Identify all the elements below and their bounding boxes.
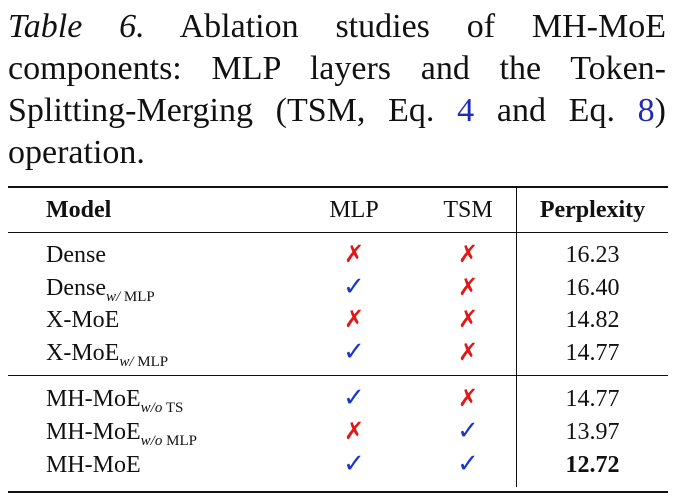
model-name: Dense (46, 242, 106, 268)
cell-mlp: ✓ (288, 448, 420, 481)
model-name: X-MoE (46, 339, 120, 366)
check-icon: ✓ (343, 272, 365, 301)
table-row: Densew/ MLP ✓ ✗ 16.40 (8, 271, 668, 304)
cell-perplexity: 14.77 (565, 385, 620, 412)
table-row: MH-MoEw/o MLP ✗ ✓ 13.97 (8, 415, 668, 448)
equation-ref-link-8[interactable]: 8 (637, 92, 655, 129)
model-name: MH-MoE (46, 451, 141, 478)
bottom-rule (8, 491, 668, 493)
cell-perplexity: 12.72 (565, 451, 620, 478)
cell-tsm: ✗ (420, 304, 517, 336)
cell-model: MH-MoEw/o TS (8, 382, 288, 416)
ablation-table: Model MLP TSM Perplexity Dense ✗ ✗ 16.23 Den… (8, 186, 668, 493)
equation-ref-link-4[interactable]: 4 (457, 92, 475, 129)
cell-model: X-MoEw/ MLP (8, 336, 288, 370)
cell-model: MH-MoE (8, 448, 288, 481)
model-name: Dense (46, 274, 106, 301)
cross-icon: ✗ (457, 242, 479, 268)
cross-icon: ✗ (457, 307, 479, 333)
check-icon: ✓ (457, 449, 479, 478)
caption-label: Table 6. (8, 8, 145, 45)
cell-perplexity: 13.97 (565, 418, 620, 445)
cell-mlp: ✓ (288, 382, 420, 415)
subscript-italic: w/o (140, 432, 163, 449)
table-row: X-MoEw/ MLP ✓ ✗ 14.77 (8, 336, 668, 369)
cross-icon: ✗ (343, 242, 365, 268)
header-row: Model MLP TSM Perplexity (8, 188, 668, 232)
group-1-table: Dense ✗ ✗ 16.23 Densew/ MLP ✓ ✗ 16.40 X-MoE ✗ ✗ 14.… (8, 233, 668, 375)
caption-text-2: and Eq. (474, 92, 638, 129)
cell-perplexity: 16.40 (565, 274, 620, 301)
subscript-rest: MLP (133, 353, 169, 370)
cell-model: Dense (8, 239, 288, 271)
check-icon: ✓ (343, 449, 365, 478)
cell-mlp: ✓ (288, 336, 420, 369)
model-subscript: w/ MLP (106, 289, 155, 305)
caption-text-3: ) operation. (8, 92, 666, 171)
subscript-rest: MLP (120, 288, 155, 305)
model-name: MH-MoE (46, 418, 141, 445)
header-mlp: MLP (329, 197, 379, 223)
subscript-italic: w/o (140, 399, 163, 416)
header-model: Model (46, 197, 112, 223)
model-subscript: w/o TS (141, 400, 184, 416)
header-perplexity: Perplexity (539, 197, 646, 223)
caption-text-1: Ablation studies of MH-MoE components: M… (8, 8, 667, 129)
cross-icon: ✗ (457, 385, 479, 412)
header-rule (8, 232, 668, 233)
subscript-rest: TS (162, 399, 184, 416)
check-icon: ✓ (343, 383, 365, 412)
results-table: Model MLP TSM Perplexity (8, 188, 668, 232)
header-tsm: TSM (420, 188, 517, 232)
cell-tsm: ✗ (420, 239, 517, 271)
cell-mlp: ✗ (288, 415, 420, 448)
check-icon: ✓ (457, 416, 479, 445)
table-row: MH-MoEw/o TS ✓ ✗ 14.77 (8, 382, 668, 415)
cross-icon: ✗ (457, 339, 479, 366)
cross-icon: ✗ (343, 307, 365, 333)
cell-model: Densew/ MLP (8, 271, 288, 305)
top-rule (8, 186, 668, 188)
model-subscript: w/o MLP (141, 433, 197, 449)
subscript-italic: w/ (105, 288, 121, 305)
cell-model: MH-MoEw/o MLP (8, 415, 288, 449)
cell-tsm: ✗ (420, 271, 517, 304)
cross-icon: ✗ (343, 418, 365, 445)
cell-perplexity: 16.23 (565, 242, 620, 268)
cell-tsm: ✓ (420, 415, 517, 448)
table-row: X-MoE ✗ ✗ 14.82 (8, 304, 668, 336)
model-name: MH-MoE (46, 385, 141, 412)
table-row: MH-MoE ✓ ✓ 12.72 (8, 448, 668, 481)
subscript-rest: MLP (162, 432, 197, 449)
group-rule (8, 375, 668, 376)
cell-perplexity: 14.77 (565, 339, 620, 366)
model-subscript: w/ MLP (119, 354, 168, 370)
table-row: Dense ✗ ✗ 16.23 (8, 239, 668, 271)
model-name: X-MoE (46, 307, 120, 333)
cell-tsm: ✗ (420, 382, 517, 415)
cell-model: X-MoE (8, 304, 288, 336)
cell-mlp: ✗ (288, 239, 420, 271)
cell-mlp: ✗ (288, 304, 420, 336)
cell-tsm: ✓ (420, 448, 517, 481)
subscript-italic: w/ (119, 353, 134, 370)
cell-tsm: ✗ (420, 336, 517, 369)
cell-perplexity: 14.82 (565, 307, 620, 333)
table-caption: Table 6. Ablation studies of MH-MoE comp… (8, 6, 666, 174)
cross-icon: ✗ (457, 274, 479, 301)
cell-mlp: ✓ (288, 271, 420, 304)
group-2-table: MH-MoEw/o TS ✓ ✗ 14.77 MH-MoEw/o MLP ✗ ✓ 13.97 M… (8, 376, 668, 487)
check-icon: ✓ (343, 337, 365, 366)
